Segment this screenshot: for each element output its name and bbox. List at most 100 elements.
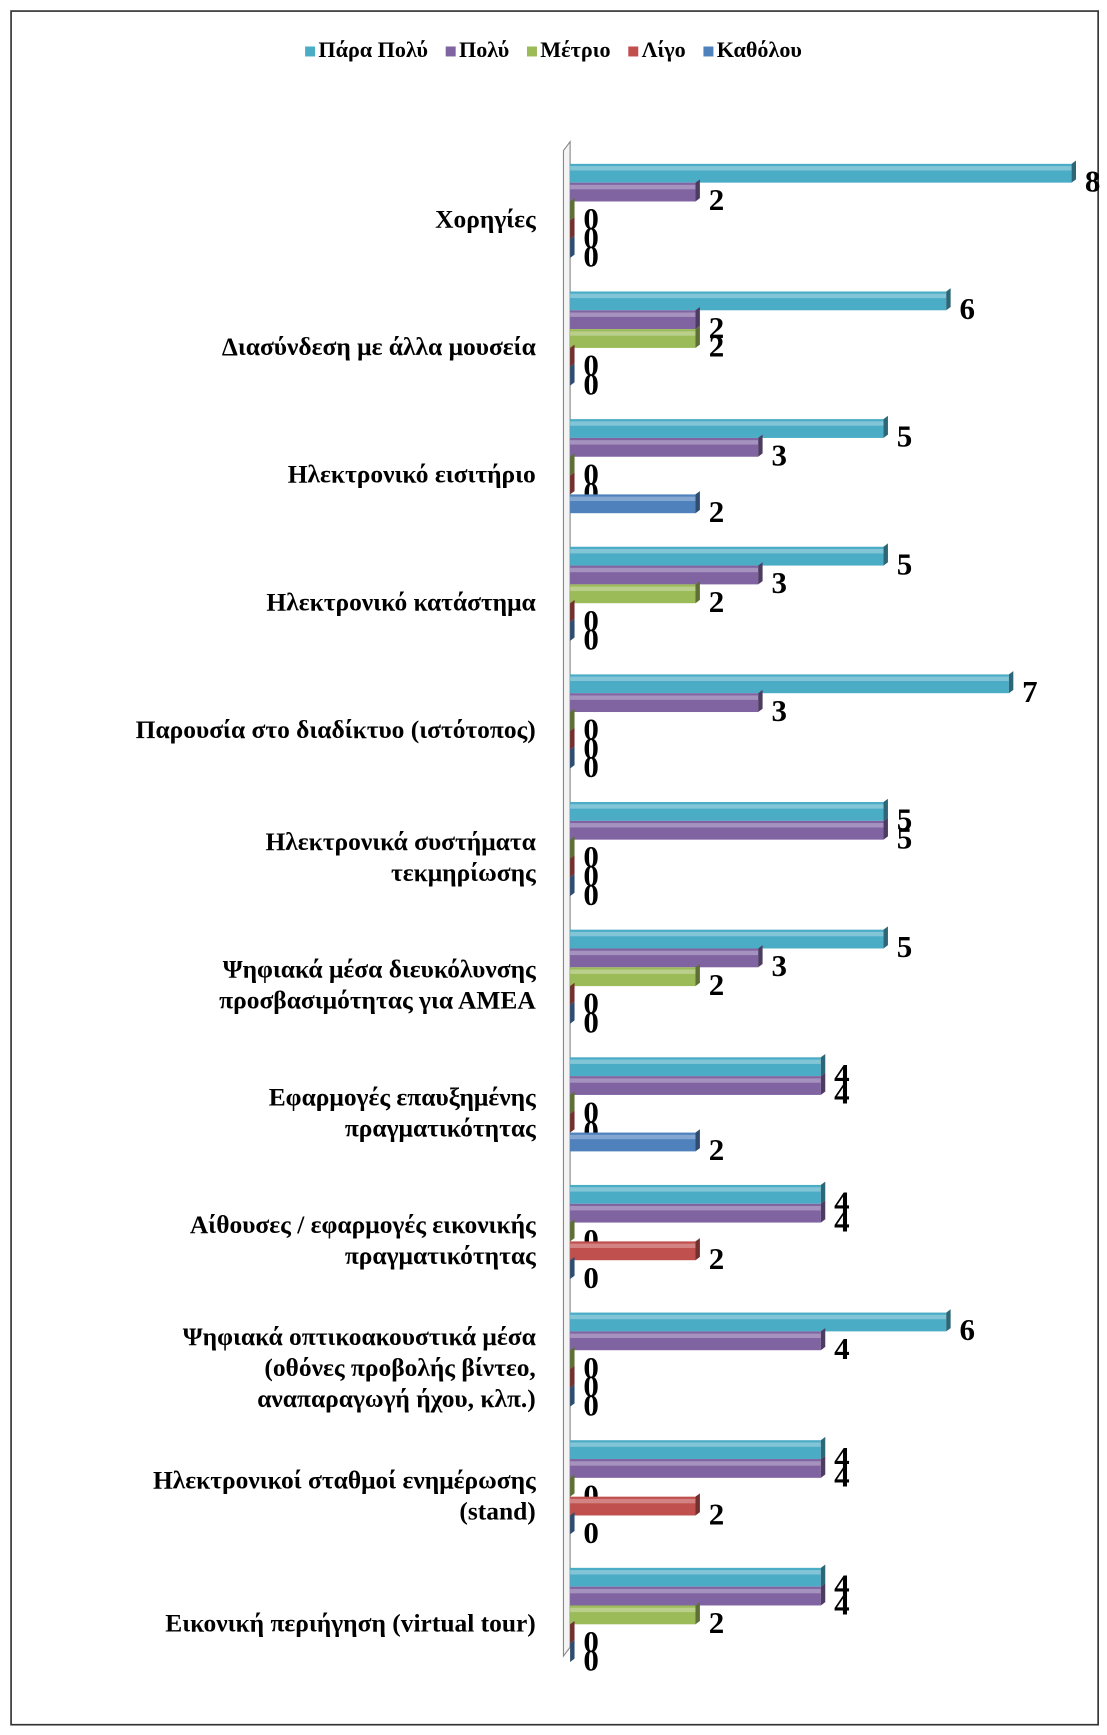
- bar: [570, 1493, 700, 1516]
- bar-end: [570, 727, 575, 750]
- legend-item: Μέτριο: [527, 37, 611, 62]
- y-tick-label: Χορηγίες: [435, 204, 536, 233]
- bar: [570, 1602, 700, 1625]
- bar: [570, 363, 575, 386]
- bar: [570, 1053, 826, 1077]
- y-tick-label: Ψηφιακά μέσα διευκόλυνσης προσβασιμότητας…: [219, 955, 536, 1015]
- value-label: 4: [834, 1586, 850, 1621]
- bar: [570, 472, 575, 495]
- bar-end: [883, 798, 888, 821]
- bar-highlight: [570, 1570, 821, 1575]
- bar-highlight: [570, 1314, 947, 1320]
- bar-highlight: [570, 804, 884, 809]
- bar-face: [570, 674, 1009, 694]
- bar: [570, 1328, 826, 1351]
- bar: [570, 1181, 826, 1204]
- bar: [570, 873, 575, 897]
- bar-end: [570, 855, 575, 878]
- value-label: 0: [583, 1005, 599, 1040]
- value-label: 4: [834, 1185, 850, 1220]
- bar-face: [570, 1459, 821, 1478]
- bar-end: [695, 581, 700, 604]
- bar-face: [570, 1331, 821, 1351]
- bar: [570, 344, 575, 367]
- bar-end: [570, 1001, 575, 1024]
- bar: [570, 160, 1077, 183]
- bar-end: [570, 1219, 575, 1242]
- bar: [570, 1474, 575, 1497]
- bar: [570, 798, 888, 821]
- legend-label: Μέτριο: [540, 37, 610, 62]
- bar: [570, 836, 575, 859]
- axis-wall: [562, 140, 571, 1658]
- value-label: 0: [583, 1350, 599, 1385]
- bar: [570, 708, 575, 731]
- y-tick-label: Διασύνδεση με άλλα μουσεία: [222, 332, 536, 361]
- bar-end: [883, 415, 888, 438]
- value-label: 3: [771, 948, 787, 983]
- bar: [570, 671, 1014, 694]
- bar: [570, 817, 888, 840]
- bar-end: [695, 491, 700, 514]
- value-label: 0: [583, 603, 599, 638]
- legend-item: Πάρα Πολύ: [305, 37, 428, 62]
- bar-end: [570, 1256, 575, 1280]
- bar-highlight: [570, 1059, 821, 1064]
- value-label: 0: [583, 839, 599, 874]
- bar-end: [570, 198, 575, 221]
- value-label: 0: [583, 1643, 599, 1678]
- bar: [570, 1200, 826, 1223]
- value-label: 0: [583, 858, 599, 893]
- bar: [570, 1455, 826, 1478]
- bar: [570, 926, 888, 949]
- bar: [570, 1219, 575, 1242]
- bar-face: [570, 820, 884, 840]
- bar-face: [570, 1496, 696, 1516]
- bar: [570, 746, 575, 769]
- bar: [570, 415, 888, 438]
- value-label: 8: [1085, 163, 1101, 198]
- bar-highlight: [570, 440, 759, 445]
- value-label: 0: [583, 712, 599, 747]
- bar-face: [570, 693, 759, 713]
- bar-end: [758, 689, 763, 713]
- value-label: 4: [834, 1331, 850, 1366]
- bar-highlight: [570, 950, 759, 956]
- y-tick-label: Ηλεκτρονικό κατάστημα: [266, 587, 535, 616]
- bar: [570, 1309, 951, 1332]
- bar-end: [695, 179, 700, 202]
- bar-highlight: [570, 1078, 821, 1083]
- bar-end: [570, 453, 575, 476]
- bar-end: [758, 562, 763, 585]
- bar: [570, 434, 763, 457]
- legend-swatch: [628, 46, 639, 57]
- bar-highlight: [570, 1461, 821, 1466]
- value-label: 2: [709, 1496, 725, 1531]
- bar: [570, 1346, 575, 1370]
- bar: [570, 325, 700, 348]
- bar: [570, 1512, 575, 1535]
- value-label: 0: [583, 220, 599, 255]
- bar-highlight: [570, 1333, 821, 1339]
- bar-end: [820, 1564, 826, 1587]
- bar: [570, 1091, 575, 1114]
- bar-end: [570, 235, 575, 258]
- value-label: 6: [959, 291, 975, 326]
- bar-face: [570, 948, 759, 968]
- bar: [570, 179, 700, 202]
- bar-end: [695, 325, 700, 348]
- bar-end: [570, 836, 575, 859]
- bar-face: [570, 546, 884, 566]
- bar: [570, 1365, 575, 1388]
- bar: [570, 562, 763, 585]
- value-label: 5: [897, 802, 913, 837]
- bar-end: [570, 1620, 575, 1644]
- bar-highlight: [570, 931, 884, 937]
- bar-end: [820, 1328, 826, 1351]
- bar-end: [570, 1091, 575, 1114]
- bar: [570, 198, 575, 221]
- bar: [570, 1072, 826, 1095]
- bar-end: [820, 1053, 826, 1077]
- bar-end: [758, 434, 763, 457]
